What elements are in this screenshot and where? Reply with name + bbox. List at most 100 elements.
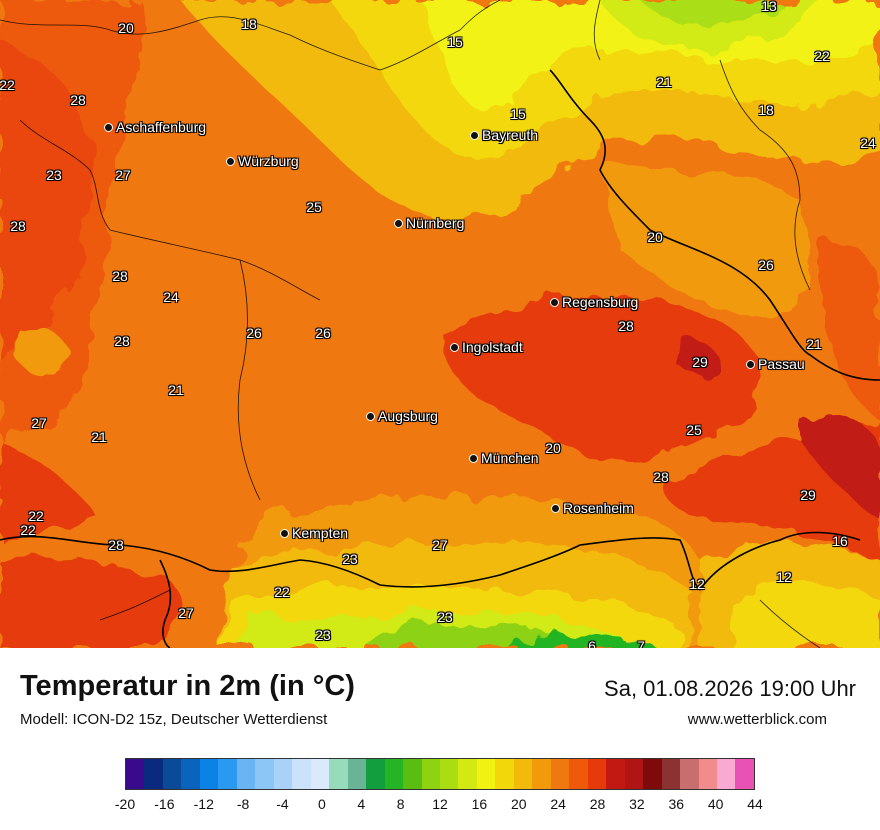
temperature-label: 22 — [28, 508, 44, 524]
legend-swatch — [643, 759, 662, 789]
city-name: Rosenheim — [563, 500, 634, 516]
legend-tick-label: 36 — [668, 796, 685, 812]
temperature-label: 28 — [653, 469, 669, 485]
temperature-label: 13 — [761, 0, 777, 14]
legend-swatch — [698, 759, 717, 789]
legend-swatch — [347, 759, 367, 789]
temperature-label: 21 — [806, 336, 822, 352]
city-marker: Würzburg — [226, 153, 299, 169]
legend-swatch — [329, 759, 348, 789]
city-dot — [469, 453, 478, 463]
city-marker: Ingolstadt — [450, 339, 523, 355]
city-name: Passau — [758, 356, 805, 372]
temperature-label: 21 — [168, 382, 184, 398]
legend-swatch — [661, 759, 681, 789]
legend-tick-label: -4 — [276, 796, 289, 812]
map-title: Temperatur in 2m (in °C) — [20, 670, 355, 702]
legend-swatch — [439, 759, 459, 789]
legend-swatch — [403, 759, 422, 789]
legend-swatch — [366, 759, 385, 789]
temperature-label: 18 — [758, 102, 774, 118]
legend-tick-label: 28 — [589, 796, 606, 812]
city-marker: Nürnberg — [394, 215, 464, 231]
temperature-label: 29 — [692, 354, 708, 370]
city-dot — [226, 156, 235, 166]
temperature-label: 22 — [814, 48, 830, 64]
legend-swatch — [569, 759, 588, 789]
temperature-label: 18 — [241, 16, 257, 32]
map-footer: Temperatur in 2m (in °C) Modell: ICON-D2… — [0, 648, 880, 830]
city-name: München — [481, 450, 539, 466]
temperature-label: 21 — [91, 429, 107, 445]
temperature-label: 12 — [689, 576, 705, 592]
city-marker: München — [469, 450, 539, 466]
legend-swatch — [126, 759, 145, 789]
legend-swatch — [421, 759, 440, 789]
city-dot — [746, 359, 755, 369]
legend-swatch — [495, 759, 514, 789]
city-name: Nürnberg — [406, 215, 465, 231]
legend-swatch — [292, 759, 311, 789]
temperature-map[interactable] — [0, 0, 880, 648]
city-name: Würzburg — [238, 153, 299, 169]
temperature-field — [0, 0, 880, 648]
city-marker: Kempten — [280, 525, 348, 541]
temperature-label: 22 — [20, 522, 36, 538]
legend-tick-label: 24 — [550, 796, 566, 812]
temperature-label: 25 — [306, 199, 322, 215]
city-name: Ingolstadt — [462, 339, 523, 355]
temperature-label: 26 — [246, 325, 262, 341]
legend-swatch — [550, 759, 570, 789]
temperature-label: 23 — [315, 627, 331, 643]
legend-swatch — [273, 759, 293, 789]
legend-swatch — [218, 759, 237, 789]
legend-swatch — [587, 759, 607, 789]
legend-tick-label: 32 — [629, 796, 645, 812]
city-dot — [550, 297, 559, 307]
city-name: Bayreuth — [482, 127, 539, 143]
temperature-label: 12 — [776, 569, 792, 585]
temperature-label: 26 — [315, 325, 331, 341]
temperature-label: 28 — [114, 333, 130, 349]
city-marker: Aschaffenburg — [104, 119, 206, 135]
temperature-label: 15 — [447, 34, 463, 50]
city-name: Augsburg — [378, 408, 438, 424]
temperature-label: 22 — [274, 584, 290, 600]
color-legend — [125, 758, 755, 790]
city-name: Regensburg — [562, 294, 639, 310]
legend-swatch — [735, 759, 754, 789]
legend-swatch — [162, 759, 182, 789]
legend-tick-label: 44 — [747, 796, 763, 812]
temperature-label: 20 — [545, 440, 561, 456]
city-dot — [394, 218, 403, 228]
city-marker: Regensburg — [550, 294, 638, 310]
temperature-label: 23 — [437, 609, 453, 625]
temperature-label: 22 — [0, 77, 15, 93]
temperature-label: 28 — [618, 318, 634, 334]
forecast-datetime: Sa, 01.08.2026 19:00 Uhr — [604, 676, 856, 701]
legend-tick-label: -12 — [193, 796, 214, 812]
legend-swatch — [384, 759, 404, 789]
temperature-label: 27 — [432, 537, 448, 553]
temperature-label: 24 — [163, 289, 179, 305]
temperature-label: 29 — [800, 487, 816, 503]
city-dot — [450, 342, 459, 352]
legend-swatch — [680, 759, 699, 789]
temperature-label: 27 — [115, 167, 131, 183]
city-marker: Rosenheim — [551, 500, 634, 516]
legend-swatch — [255, 759, 274, 789]
legend-swatch — [310, 759, 330, 789]
temperature-label: 16 — [832, 533, 848, 549]
site-url[interactable]: www.wetterblick.com — [687, 711, 827, 728]
city-name: Aschaffenburg — [116, 119, 207, 135]
temperature-label: 28 — [10, 218, 26, 234]
temperature-label: 28 — [112, 268, 128, 284]
temperature-label: 24 — [860, 135, 876, 151]
legend-swatch — [532, 759, 551, 789]
legend-swatch — [236, 759, 256, 789]
legend-tick-label: 4 — [357, 796, 366, 812]
legend-swatch — [199, 759, 219, 789]
legend-tick-label: 0 — [317, 796, 326, 812]
legend-tick-label: 12 — [432, 796, 448, 812]
city-dot — [551, 503, 560, 513]
